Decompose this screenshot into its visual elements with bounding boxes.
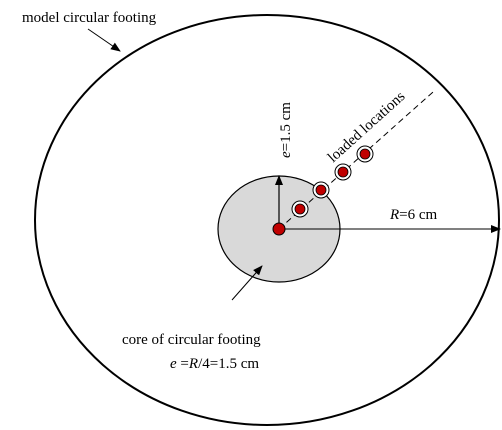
load-point bbox=[272, 222, 286, 236]
eccentricity-label: e=1.5 cm bbox=[278, 102, 294, 158]
radius-label: R=6 cm bbox=[389, 207, 438, 223]
load-point bbox=[312, 181, 330, 199]
load-point bbox=[334, 163, 352, 181]
model-footing-label: model circular footing bbox=[22, 10, 157, 26]
core-footing-leader-arrow bbox=[231, 265, 263, 301]
model-footing-leader-arrow bbox=[87, 28, 121, 52]
load-point bbox=[356, 145, 374, 163]
model-footing-outline bbox=[34, 14, 500, 426]
core-footing-label: core of circular footing bbox=[122, 332, 261, 348]
load-point bbox=[291, 200, 309, 218]
eccentricity-formula: e =R/4=1.5 cm bbox=[170, 356, 259, 372]
